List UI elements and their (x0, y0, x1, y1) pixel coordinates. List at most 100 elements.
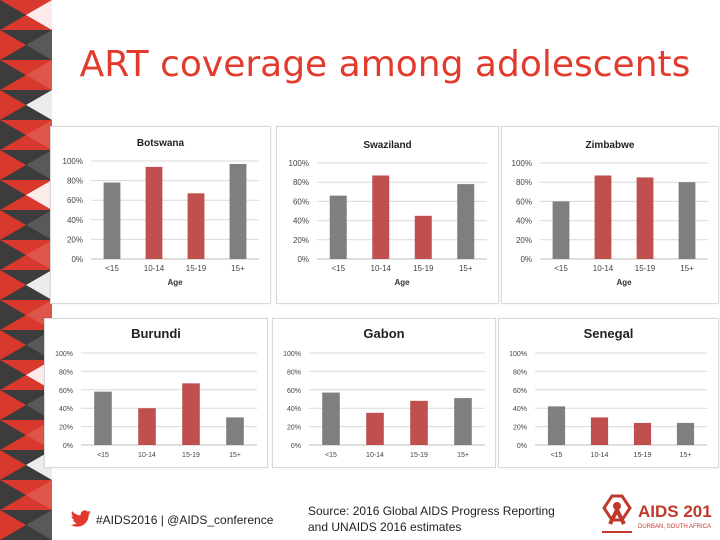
y-tick-label: 20% (59, 425, 73, 432)
strip-triangle (26, 120, 52, 150)
bar (182, 383, 200, 445)
x-tick-label: 15-19 (186, 264, 207, 273)
bar (226, 417, 244, 445)
bar (547, 406, 566, 445)
x-tick-label: 15-19 (410, 452, 428, 459)
x-tick-label: 15+ (231, 264, 245, 273)
x-tick-label: 15+ (457, 452, 469, 459)
bar-chart-senegal: Senegal 0% 20% 40% 60% 80% 100% <15 10-14 15-19 15… (509, 326, 707, 459)
x-tick-label: 10-14 (593, 264, 614, 273)
bar (594, 175, 612, 259)
chart-panel-swaziland: Swaziland 0% 20% 40% 60% 80% 100% <15 10-14 15-19… (276, 126, 499, 304)
x-tick-label: 10-14 (371, 264, 392, 273)
y-tick-label: 40% (67, 216, 83, 225)
y-tick-label: 40% (293, 217, 309, 226)
chart-title: Gabon (363, 326, 404, 341)
x-tick-label: 15+ (229, 452, 241, 459)
strip-triangle (0, 120, 26, 150)
strip-triangle (26, 90, 52, 120)
chart-panel-burundi: Burundi 0% 20% 40% 60% 80% 100% <15 10-14 15-19 15… (44, 318, 268, 468)
bar (145, 166, 163, 259)
bar-chart-botswana: Botswana 0% 20% 40% 60% 80% 100% <15 10-14 15-19 1… (63, 138, 259, 287)
y-tick-label: 100% (512, 159, 532, 168)
bar (229, 163, 247, 259)
y-tick-label: 0% (520, 255, 532, 264)
logo-subtext: DURBAN, SOUTH AFRICA (638, 524, 711, 530)
y-tick-label: 0% (517, 443, 527, 450)
y-tick-label: 80% (293, 178, 309, 187)
bar (454, 398, 472, 445)
y-tick-label: 40% (513, 406, 527, 413)
bar (94, 391, 112, 445)
strip-triangle (0, 210, 26, 240)
x-tick-label: <15 (331, 264, 345, 273)
strip-triangle (0, 270, 26, 300)
x-tick-label: <15 (325, 452, 337, 459)
footer-hashtag: #AIDS2016 | @AIDS_conference (96, 513, 274, 527)
x-tick-label: <15 (551, 452, 563, 459)
y-tick-label: 100% (63, 157, 83, 166)
y-tick-label: 20% (287, 425, 301, 432)
strip-triangle (26, 60, 52, 90)
strip-triangle (0, 330, 26, 360)
y-tick-label: 80% (287, 369, 301, 376)
strip-triangle (26, 480, 52, 510)
strip-triangle (0, 390, 26, 420)
y-tick-label: 60% (516, 197, 532, 206)
bar (410, 400, 428, 445)
bar (676, 422, 695, 445)
chart-panel-botswana: Botswana 0% 20% 40% 60% 80% 100% <15 10-14 15-19 1… (50, 126, 271, 304)
y-tick-label: 100% (289, 159, 309, 168)
slide-title: ART coverage among adolescents (79, 44, 691, 85)
strip-triangle (0, 180, 26, 210)
bar (187, 193, 205, 259)
chart-title: Zimbabwe (586, 140, 635, 151)
x-tick-label: 10-14 (144, 264, 165, 273)
strip-triangle (0, 300, 26, 330)
bar-chart-zimbabwe: Zimbabwe 0% 20% 40% 60% 80% 100% <15 10-14 15-19 1… (512, 140, 708, 287)
x-tick-label: 10-14 (366, 452, 384, 459)
bar (366, 412, 384, 445)
bar-chart-burundi: Burundi 0% 20% 40% 60% 80% 100% <15 10-14 15-19 15… (55, 326, 257, 459)
y-tick-label: 60% (287, 388, 301, 395)
strip-triangle (26, 210, 52, 240)
strip-triangle (0, 30, 26, 60)
y-tick-label: 60% (67, 196, 83, 205)
bar (678, 182, 696, 259)
strip-triangle (26, 30, 52, 60)
chart-panel-senegal: Senegal 0% 20% 40% 60% 80% 100% <15 10-14 15-19 15… (498, 318, 719, 468)
y-tick-label: 40% (59, 406, 73, 413)
chart-panel-gabon: Gabon 0% 20% 40% 60% 80% 100% <15 10-14 15-19 15+ (272, 318, 496, 468)
y-tick-label: 20% (513, 425, 527, 432)
aids-ribbon-logo-icon: AIDS 2016 DURBAN, SOUTH AFRICA (602, 494, 712, 533)
bar (103, 182, 121, 259)
chart-title: Senegal (584, 326, 634, 341)
y-tick-label: 100% (509, 351, 527, 358)
x-tick-label: 15-19 (413, 264, 434, 273)
y-tick-label: 0% (297, 255, 309, 264)
y-tick-label: 20% (67, 235, 83, 244)
bar (414, 215, 432, 259)
y-tick-label: 60% (513, 388, 527, 395)
footer-source: Source: 2016 Global AIDS Progress Report… (308, 503, 578, 535)
strip-triangle (0, 360, 26, 390)
bar (322, 392, 340, 445)
bar (590, 417, 609, 445)
y-tick-label: 100% (283, 351, 301, 358)
bar-chart-gabon: Gabon 0% 20% 40% 60% 80% 100% <15 10-14 15-19 15+ (283, 326, 485, 459)
x-tick-label: 10-14 (138, 452, 156, 459)
y-tick-label: 40% (287, 406, 301, 413)
logo-text: AIDS 2016 (638, 502, 712, 521)
strip-triangle (0, 420, 26, 450)
chart-panel-zimbabwe: Zimbabwe 0% 20% 40% 60% 80% 100% <15 10-14 15-19 1… (501, 126, 719, 304)
y-tick-label: 80% (516, 178, 532, 187)
x-axis-label: Age (167, 278, 183, 287)
source-line-2: and UNAIDS 2016 estimates (308, 520, 462, 534)
strip-triangle (0, 0, 26, 30)
chart-title: Burundi (131, 326, 181, 341)
x-axis-label: Age (394, 278, 410, 287)
y-tick-label: 80% (59, 369, 73, 376)
x-tick-label: 15-19 (182, 452, 200, 459)
y-tick-label: 60% (59, 388, 73, 395)
strip-triangle (0, 240, 26, 270)
